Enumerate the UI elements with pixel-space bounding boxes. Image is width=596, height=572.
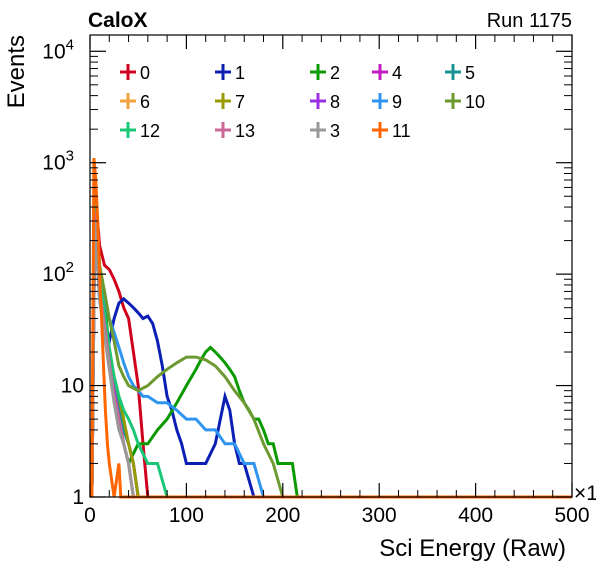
x-tick-label: 0 xyxy=(84,504,96,527)
chart-title-left: CaloX xyxy=(88,9,148,32)
legend-label: 12 xyxy=(140,121,160,141)
legend-label: 4 xyxy=(392,63,402,83)
legend-item-1: 1 xyxy=(215,63,245,83)
series-line-3 xyxy=(90,220,135,498)
legend-item-2: 2 xyxy=(310,63,340,83)
legend-item-3: 3 xyxy=(310,121,340,141)
legend-label: 3 xyxy=(330,121,340,141)
x-tick-label: 300 xyxy=(362,504,397,527)
y-tick-exponent: 4 xyxy=(66,36,74,53)
legend-item-5: 5 xyxy=(445,63,475,83)
legend-label: 0 xyxy=(140,63,150,83)
legend-item-8: 8 xyxy=(310,92,340,112)
legend-item-10: 10 xyxy=(445,92,485,112)
legend-label: 9 xyxy=(392,92,402,112)
legend-item-7: 7 xyxy=(215,92,245,112)
legend-label: 1 xyxy=(235,63,245,83)
x-multiplier-label: ×1 xyxy=(574,482,596,505)
legend-item-13: 13 xyxy=(215,121,255,141)
x-axis-label: Sci Energy (Raw) xyxy=(379,535,566,562)
plot-series xyxy=(90,157,572,499)
y-axis-label: Events xyxy=(3,35,30,108)
y-tick-label: 1 xyxy=(72,486,84,509)
legend-label: 8 xyxy=(330,92,340,112)
y-tick-exponent: 3 xyxy=(66,148,74,165)
y-tick-exponent: 2 xyxy=(66,259,74,276)
legend-label: 6 xyxy=(140,92,150,112)
legend-item-4: 4 xyxy=(372,63,402,83)
legend-label: 13 xyxy=(235,121,255,141)
series-line-1 xyxy=(90,220,256,498)
x-tick-label: 200 xyxy=(265,504,300,527)
y-tick-label: 10 xyxy=(61,375,84,398)
legend-item-0: 0 xyxy=(120,63,150,83)
legend-label: 5 xyxy=(465,63,475,83)
legend-label: 2 xyxy=(330,63,340,83)
x-axis-ticks: 0 100 200 300 400 500 xyxy=(84,35,590,527)
series-line-10 xyxy=(90,201,285,498)
x-tick-label: 100 xyxy=(169,504,204,527)
legend-label: 10 xyxy=(465,92,485,112)
legend-item-6: 6 xyxy=(120,92,150,112)
legend-label: 11 xyxy=(392,121,411,141)
chart-title-right: Run 1175 xyxy=(487,10,572,32)
x-tick-label: 500 xyxy=(554,504,589,527)
plot-frame xyxy=(89,34,573,498)
legend-item-12: 12 xyxy=(120,121,160,141)
legend-label: 7 xyxy=(235,92,245,112)
legend-item-11: 11 xyxy=(372,121,411,141)
x-tick-label: 400 xyxy=(458,504,493,527)
legend-item-9: 9 xyxy=(372,92,402,112)
series-line-11 xyxy=(90,157,572,499)
